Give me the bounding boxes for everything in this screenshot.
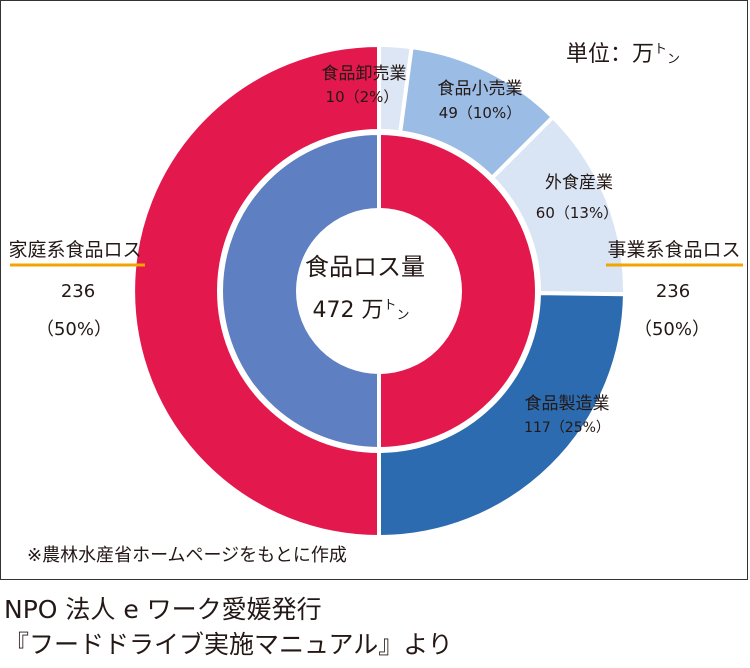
left-label-value: 236 bbox=[61, 281, 95, 302]
center-hole bbox=[298, 210, 460, 372]
segment-label-manufacturing-value: 117（25%） bbox=[524, 420, 610, 436]
segment-label-wholesale-name: 食品卸売業 bbox=[322, 64, 407, 84]
caption-publisher: NPO 法人 e ワーク愛媛発行 bbox=[4, 595, 322, 624]
left-label-percent: （50%） bbox=[36, 319, 112, 340]
outer-ring bbox=[131, 42, 628, 540]
segment-label-manufacturing-name: 食品製造業 bbox=[525, 394, 610, 414]
segment-label-foodservice-name: 外食産業 bbox=[545, 173, 613, 193]
segment-label-retail-name: 食品小売業 bbox=[438, 79, 523, 99]
segment-label-retail-value: 49（10%） bbox=[439, 104, 521, 122]
source-note: ※農林水産省ホームページをもとに作成 bbox=[27, 545, 347, 566]
segment-label-wholesale-value: 10（2%） bbox=[326, 88, 399, 106]
right-label-value: 236 bbox=[656, 281, 690, 302]
right-label-name: 事業系食品ロス bbox=[607, 239, 740, 261]
right-label-percent: （50%） bbox=[634, 319, 710, 340]
caption-title: 『フードドライブ実施マニュアル』より bbox=[4, 630, 453, 659]
center-value: 472 万トン bbox=[312, 298, 409, 323]
food-loss-donut-chart: 食品ロス量 472 万トン 単位：万トン 食品卸売業 10（2%） 食品小売業 … bbox=[8, 42, 743, 566]
left-label-name: 家庭系食品ロス bbox=[8, 239, 141, 261]
unit-label: 単位：万トン bbox=[566, 42, 680, 67]
inner-ring bbox=[219, 130, 539, 452]
chart-frame: 食品ロス量 472 万トン 単位：万トン 食品卸売業 10（2%） 食品小売業 … bbox=[0, 0, 748, 580]
segment-label-foodservice-value: 60（13%） bbox=[536, 204, 618, 222]
center-label: 食品ロス量 bbox=[305, 253, 425, 281]
